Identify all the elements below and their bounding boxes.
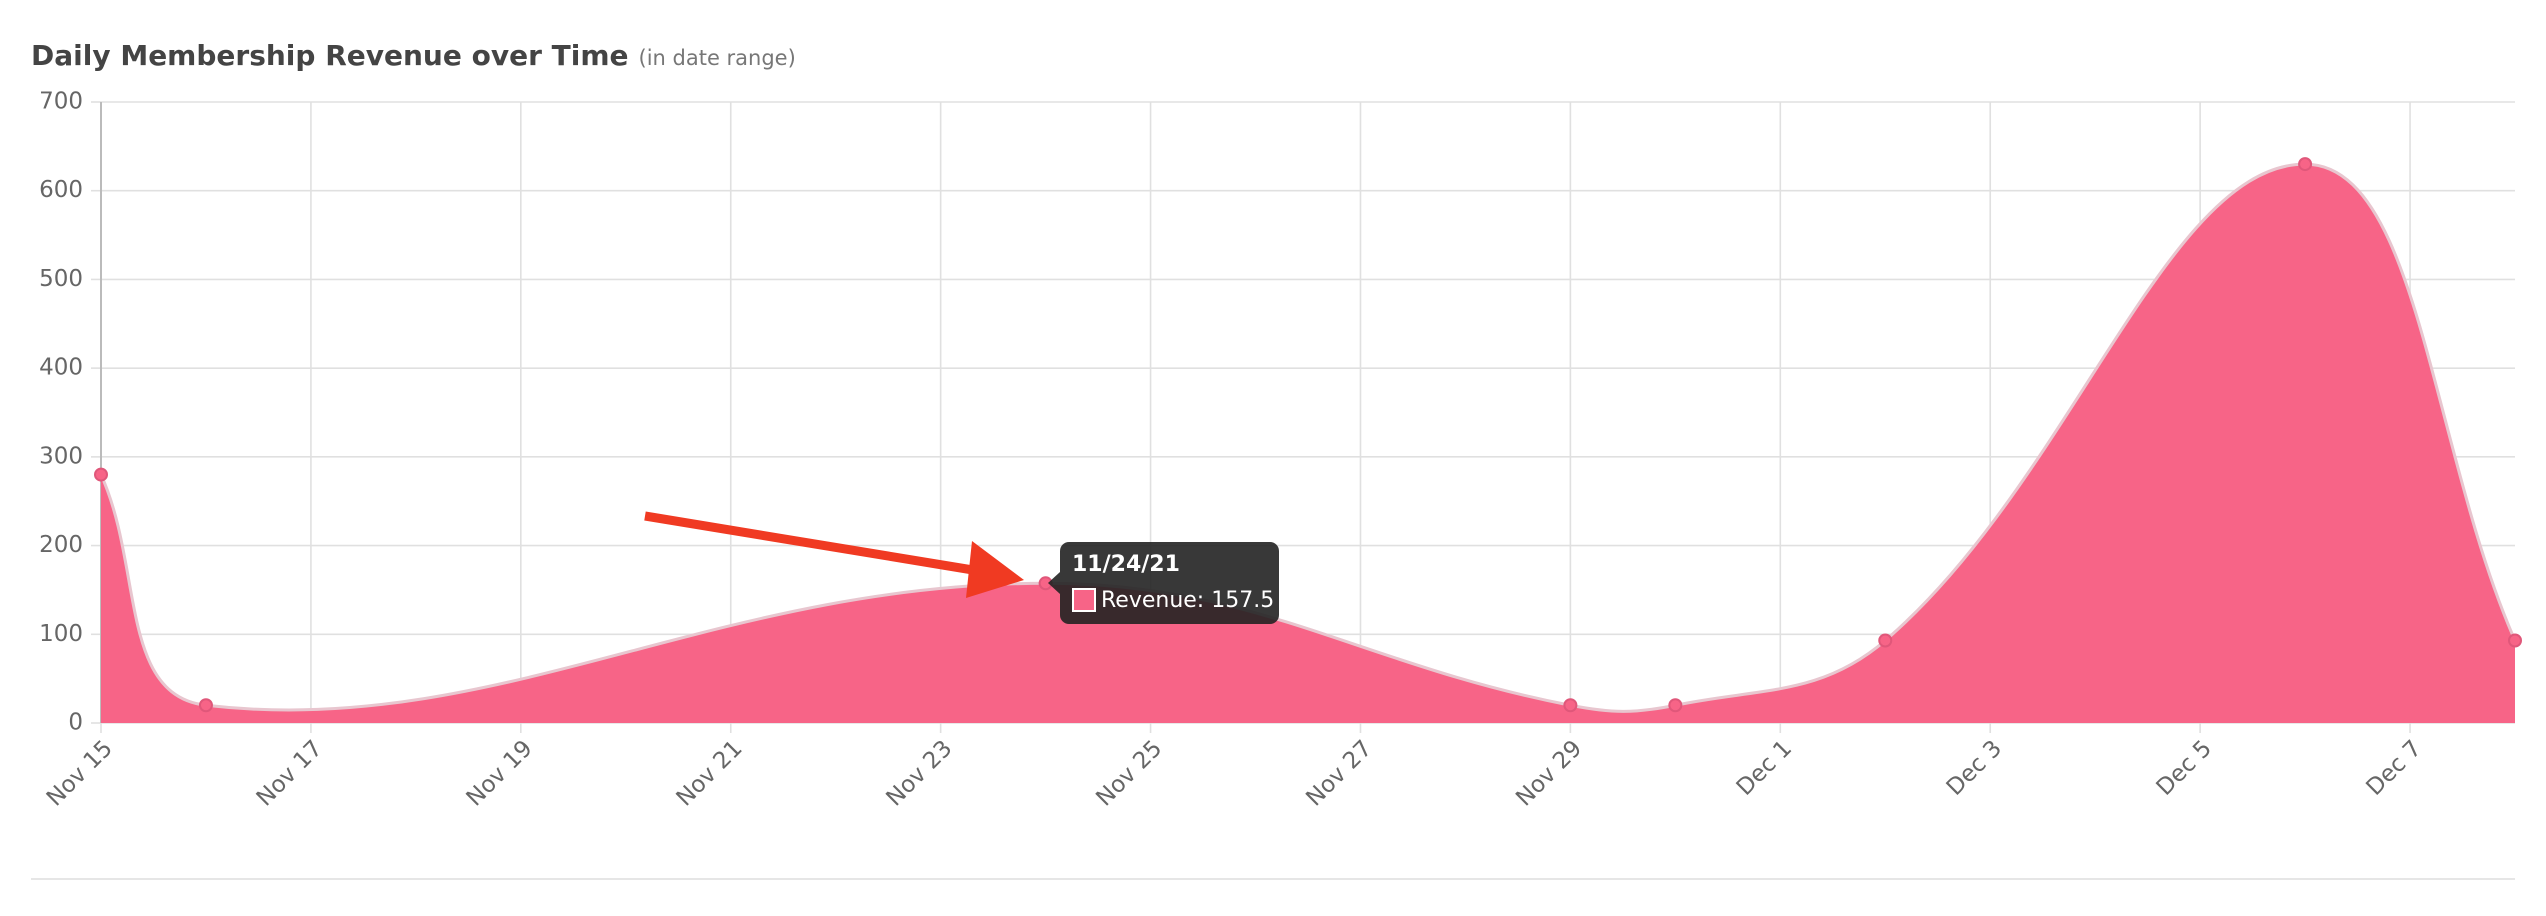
y-tick-label: 0: [68, 710, 83, 736]
x-tick-label: Nov 21: [672, 735, 748, 811]
tooltip-title: 11/24/21: [1072, 552, 1180, 577]
tooltip-box: [1060, 542, 1279, 624]
x-tick-label: Nov 23: [881, 735, 957, 811]
data-point: [1668, 698, 1683, 713]
annotation-arrow: [644, 511, 986, 577]
y-tick-label: 600: [39, 177, 83, 203]
x-tick-label: Nov 27: [1301, 735, 1377, 811]
data-point: [1563, 698, 1578, 713]
chart-title: Daily Membership Revenue over Time: [31, 39, 629, 72]
x-tick-label: Dec 5: [2152, 735, 2217, 800]
y-tick-label: 500: [39, 266, 83, 292]
x-tick-label: Nov 29: [1511, 735, 1587, 811]
data-point: [2298, 157, 2313, 172]
data-point: [1878, 633, 1893, 648]
y-tick-label: 200: [39, 532, 83, 558]
chart-subtitle: (in date range): [639, 46, 796, 70]
area-fill: [101, 164, 2515, 724]
tooltip-label: Revenue: 157.5: [1101, 588, 1274, 613]
tooltip-swatch: [1072, 588, 1096, 612]
x-tick-label: Nov 17: [252, 735, 328, 811]
y-tick-label: 700: [39, 89, 83, 115]
data-point: [2508, 633, 2522, 648]
x-tick-label: Nov 25: [1091, 735, 1167, 811]
y-tick-label: 400: [39, 355, 83, 381]
x-tick-label: Dec 7: [2362, 735, 2427, 800]
y-tick-label: 300: [39, 443, 83, 469]
y-tick-label: 100: [39, 621, 83, 647]
x-tick-label: Dec 3: [1942, 735, 2007, 800]
annotation-arrowhead: [966, 541, 1024, 598]
x-tick-label: Nov 19: [462, 735, 538, 811]
data-point: [94, 467, 108, 482]
x-tick-label: Nov 15: [42, 735, 118, 811]
x-tick-label: Dec 1: [1732, 735, 1797, 800]
data-point: [198, 698, 213, 713]
tooltip-caret: [1048, 572, 1060, 594]
